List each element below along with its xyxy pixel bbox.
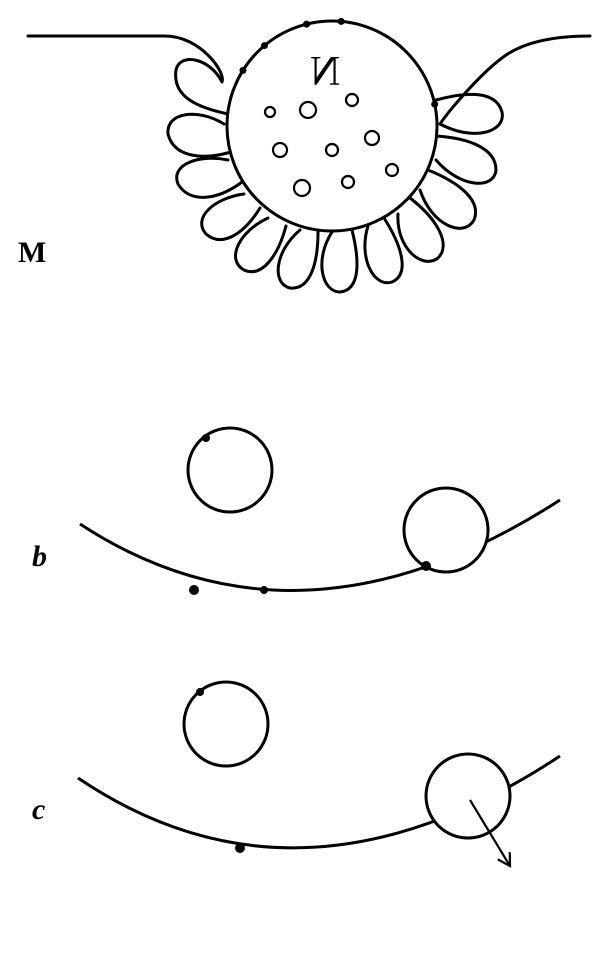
vesicle-c2	[426, 754, 510, 838]
membrane-dot-a0	[338, 18, 345, 25]
dot-b1	[189, 585, 199, 595]
membrane-dot-a3	[239, 67, 246, 74]
vesicle-b2	[404, 488, 488, 572]
vesicle-b1	[188, 428, 272, 512]
membrane-dot-a4	[431, 101, 438, 108]
arc-b	[80, 500, 560, 590]
label-N: N	[310, 48, 340, 96]
dot-c0	[196, 688, 204, 696]
label-c: c	[32, 793, 45, 827]
label-M: M	[18, 236, 46, 270]
label-b: b	[32, 540, 47, 574]
dot-c1	[235, 843, 245, 853]
membrane-dot-a1	[303, 21, 310, 28]
diagram-svg	[0, 0, 598, 961]
membrane-dot-a2	[261, 42, 268, 49]
vesicle-c1	[184, 682, 268, 766]
dot-b2	[260, 586, 268, 594]
dot-b3	[421, 561, 431, 571]
dot-b0	[202, 434, 210, 442]
